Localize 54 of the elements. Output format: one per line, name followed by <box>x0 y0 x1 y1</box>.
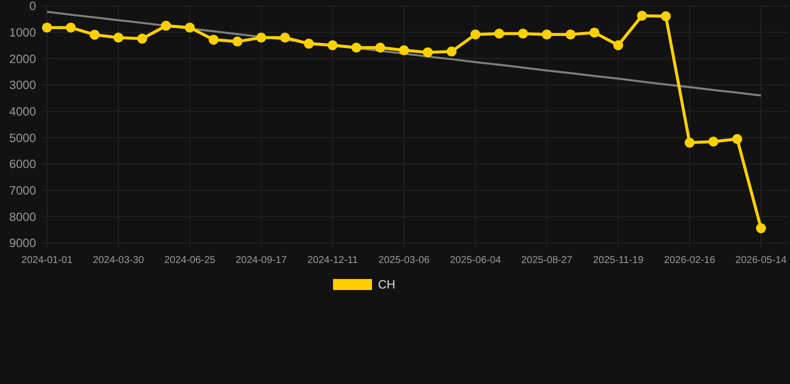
x-tick-label: 2024-03-30 <box>92 255 144 266</box>
point <box>684 138 695 148</box>
point <box>351 42 362 53</box>
point <box>446 46 457 57</box>
x-tick-label: 2025-11-19 <box>592 255 644 266</box>
point <box>42 22 52 33</box>
x-tick-label: 2025-03-06 <box>378 255 430 266</box>
point <box>637 10 647 21</box>
point <box>613 40 624 50</box>
y-tick-label: 8000 <box>9 210 36 224</box>
point <box>304 38 314 49</box>
point <box>208 34 219 45</box>
point <box>732 134 742 144</box>
legend-label: CH <box>378 278 396 292</box>
line-series <box>46 10 762 97</box>
y-tick-label: 2000 <box>9 52 36 66</box>
x-tick-label: 2025-08-27 <box>521 255 573 266</box>
point <box>660 11 671 22</box>
point <box>542 29 552 40</box>
x-tick-label: 2025-06-04 <box>450 255 502 266</box>
point <box>161 20 171 31</box>
point <box>518 28 528 39</box>
point <box>256 32 266 43</box>
x-tick-label: 2024-06-25 <box>164 255 216 266</box>
point <box>66 22 76 33</box>
point <box>708 136 718 147</box>
point <box>328 40 338 50</box>
point <box>422 47 433 58</box>
point <box>113 32 124 43</box>
point <box>137 34 148 44</box>
x-tick-label: 2026-02-16 <box>664 255 716 266</box>
point <box>90 30 100 40</box>
y-tick-label: 5000 <box>9 130 36 145</box>
point <box>375 42 386 53</box>
y-tick-label: 7000 <box>9 184 36 198</box>
point <box>184 22 195 33</box>
y-tick-label: 9000 <box>9 236 36 250</box>
x-tick-label: 2024-12-11 <box>307 255 358 266</box>
y-tick-label: 3000 <box>9 78 36 92</box>
point <box>399 45 409 56</box>
x-tick-label: 2024-09-17 <box>236 255 288 266</box>
y-tick-label: 6000 <box>9 157 36 172</box>
point <box>470 29 480 40</box>
point <box>589 28 600 38</box>
point <box>756 223 766 234</box>
point <box>494 28 504 39</box>
point <box>566 29 576 40</box>
y-tick-label: 1000 <box>9 26 36 40</box>
x-tick-label: 2024-01-01 <box>21 255 74 266</box>
y-tick-label: 0 <box>29 0 36 14</box>
y-tick-label: 4000 <box>9 104 36 119</box>
point <box>232 36 242 47</box>
x-tick-label: 2026-05-14 <box>735 255 788 266</box>
point <box>280 32 290 43</box>
